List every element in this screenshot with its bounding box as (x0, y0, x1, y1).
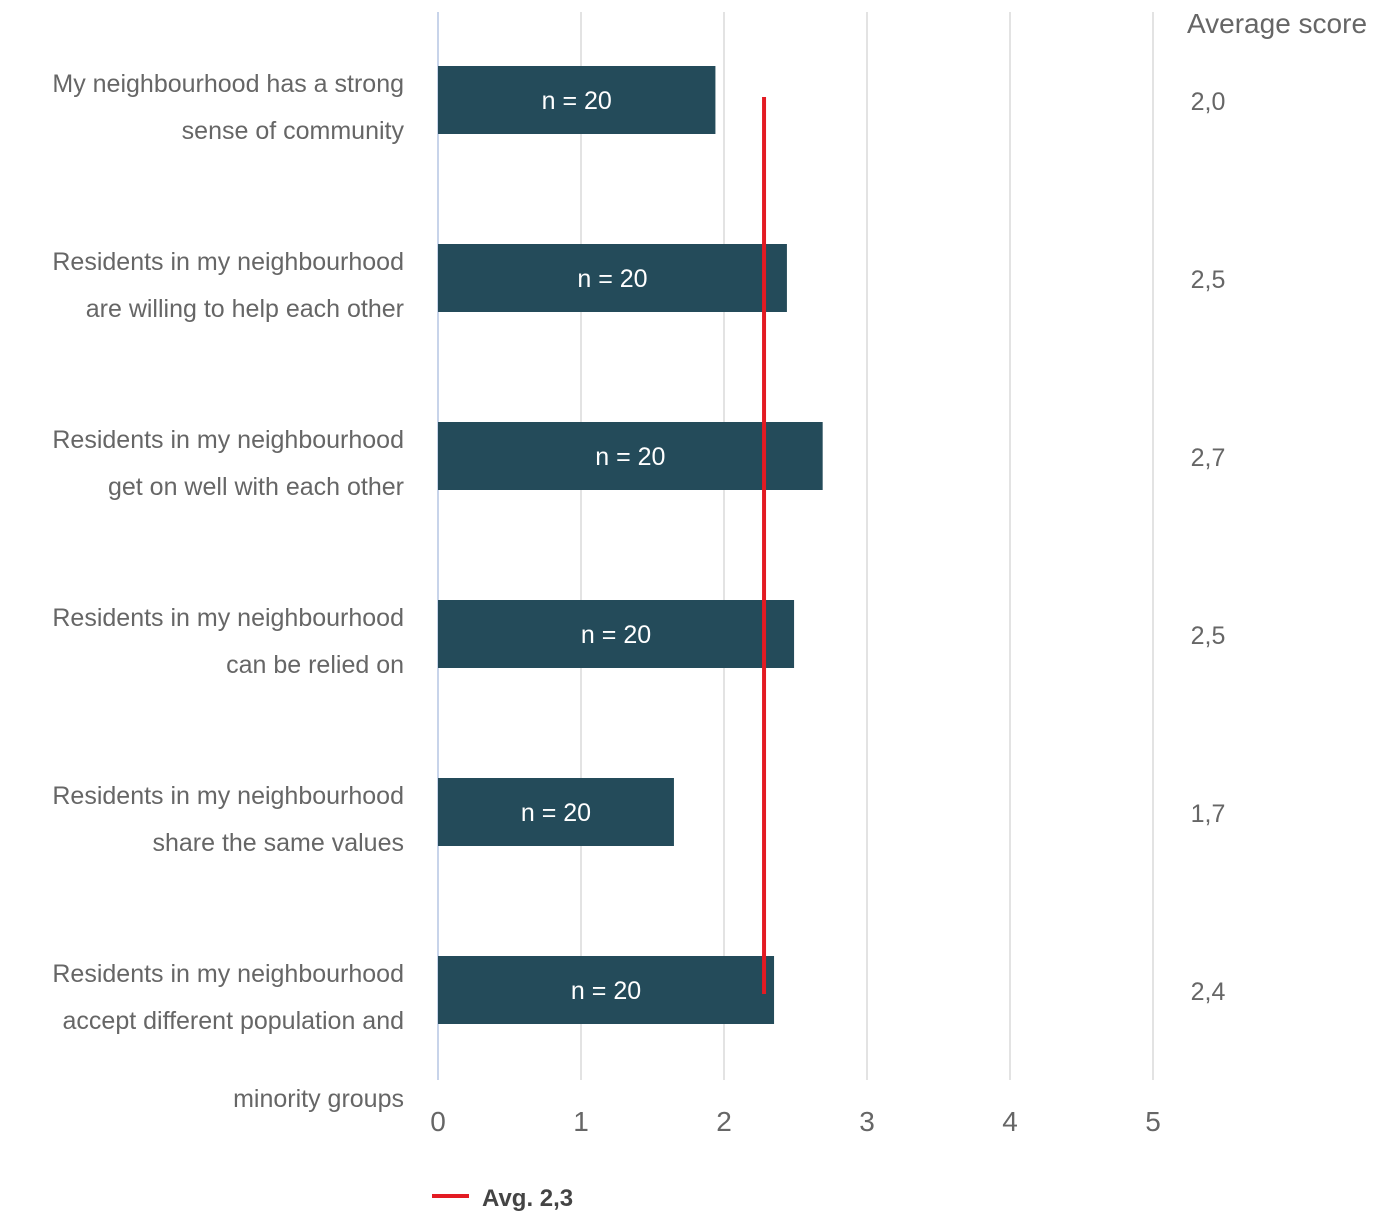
bar-data-label: n = 20 (595, 443, 665, 471)
category-label-line: can be relied on (226, 651, 404, 679)
bar (438, 244, 787, 312)
category-label-line: minority groups (233, 1085, 404, 1113)
category-label-line: Residents in my neighbourhood (52, 248, 404, 276)
bar (438, 66, 716, 134)
bar-data-label: n = 20 (577, 265, 647, 293)
average-score-value: 2,7 (1191, 444, 1226, 472)
category-label-line: Residents in my neighbourhood (52, 782, 404, 810)
category-label-line: Residents in my neighbourhood (52, 960, 404, 988)
category-label-line: share the same values (152, 829, 404, 857)
x-tick-label: 5 (1145, 1106, 1161, 1137)
bar (438, 422, 823, 490)
bar-data-label: n = 20 (581, 621, 651, 649)
x-axis-ticks: 0 1 2 3 4 5 (430, 1106, 1161, 1137)
category-label-line: Residents in my neighbourhood (52, 604, 404, 632)
legend: Avg. 2,3 (432, 1185, 573, 1212)
category-label-line: are willing to help each other (86, 295, 404, 323)
legend-average-label: Avg. 2,3 (482, 1185, 573, 1212)
bars: n = 20 n = 20 n = 20 n = 20 n = 20 n = 20 (438, 66, 823, 1024)
average-score-column: Average score 2,0 2,5 2,7 2,5 1,7 2,4 (1187, 8, 1367, 1006)
average-score-value: 2,5 (1191, 266, 1226, 294)
bar (438, 956, 775, 1024)
average-score-value: 2,0 (1191, 88, 1226, 116)
bar (438, 778, 674, 846)
x-tick-label: 3 (859, 1106, 875, 1137)
average-score-value: 2,4 (1191, 978, 1226, 1006)
category-label-line: Residents in my neighbourhood (52, 426, 404, 454)
bar-data-label: n = 20 (571, 977, 641, 1005)
category-label-line: accept different population and (63, 1007, 404, 1035)
bar (438, 600, 795, 668)
category-labels: My neighbourhood has a strong sense of co… (52, 70, 404, 1113)
average-score-header: Average score (1187, 8, 1367, 39)
x-tick-label: 0 (430, 1106, 446, 1137)
category-label-line: get on well with each other (108, 473, 404, 501)
category-label-line: My neighbourhood has a strong (52, 70, 404, 98)
bar-data-label: n = 20 (542, 87, 612, 115)
average-score-value: 1,7 (1191, 800, 1226, 828)
average-score-value: 2,5 (1191, 622, 1226, 650)
x-tick-label: 4 (1002, 1106, 1018, 1137)
x-tick-label: 1 (573, 1106, 589, 1137)
category-label-line: sense of community (182, 117, 405, 145)
bar-data-label: n = 20 (521, 799, 591, 827)
x-tick-label: 2 (716, 1106, 732, 1137)
gridlines (437, 12, 1154, 1080)
